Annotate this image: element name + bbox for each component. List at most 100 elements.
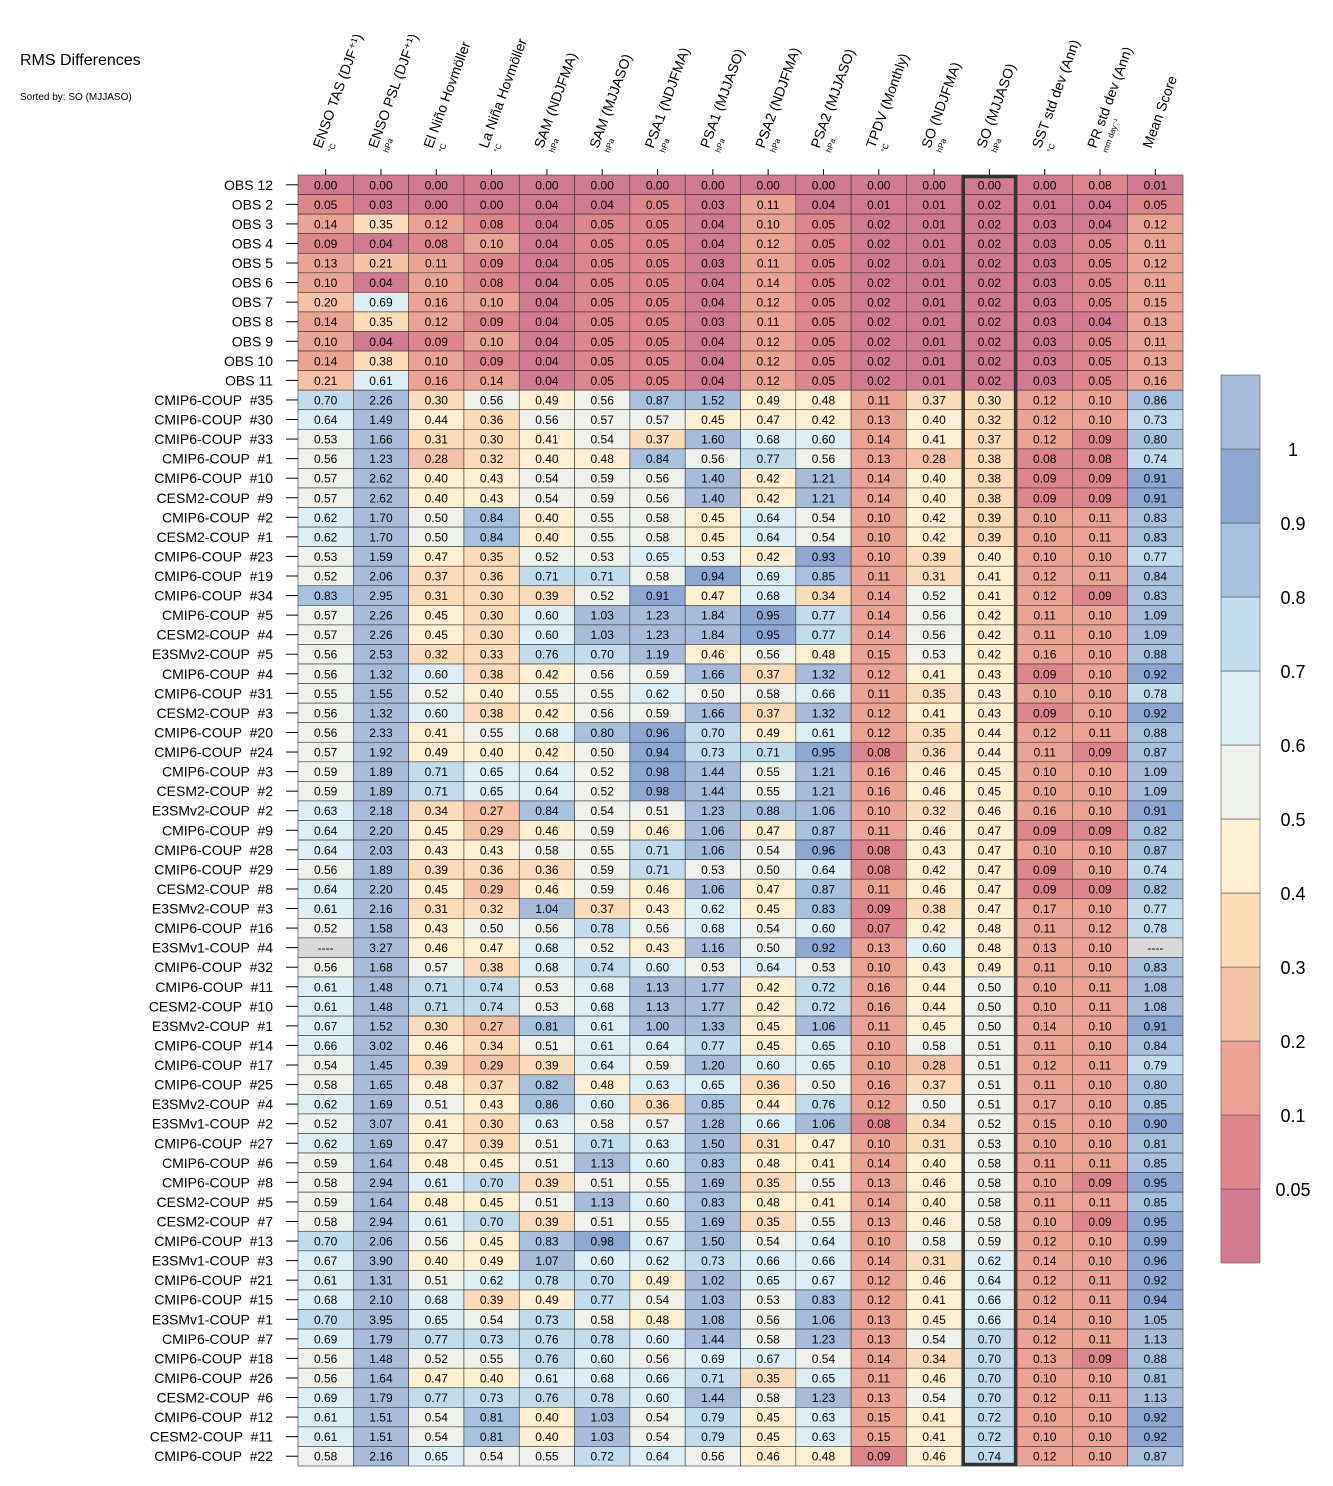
cell-value: 0.68 — [535, 941, 559, 955]
cell-value: 0.69 — [314, 1332, 338, 1346]
cell-value: 0.55 — [591, 687, 615, 701]
cell-value: 0.10 — [1088, 1450, 1112, 1464]
cell-value: 0.88 — [1144, 726, 1168, 740]
cell-value: 0.08 — [1033, 452, 1057, 466]
cell-value: 1.08 — [1144, 980, 1168, 994]
cell-value: 0.37 — [646, 433, 670, 447]
cell-value: 0.36 — [480, 569, 504, 583]
colorbar-tick-label: 0.5 — [1280, 810, 1305, 830]
cell-value: 0.47 — [425, 1371, 449, 1385]
column-header: La Niña Hovmöller°C — [475, 36, 530, 154]
row-label: OBS 8 — [232, 314, 273, 330]
cell-value: 0.11 — [1033, 1078, 1056, 1092]
cell-value: 0.03 — [1033, 374, 1057, 388]
cell-value: 0.51 — [591, 1215, 615, 1229]
cell-value: 0.83 — [1144, 530, 1168, 544]
cell-value: 0.49 — [756, 393, 780, 407]
cell-value: 0.14 — [867, 1156, 891, 1170]
cell-value: 0.51 — [535, 1039, 559, 1053]
cell-value: 0.17 — [1033, 902, 1057, 916]
cell-value: 0.41 — [922, 1293, 946, 1307]
cell-value: 0.58 — [314, 1450, 338, 1464]
cell-value: 0.09 — [1088, 472, 1112, 486]
cell-value: 0.10 — [425, 276, 449, 290]
column-name: SO (NDJFMA) — [918, 60, 964, 150]
cell-value: 0.56 — [922, 609, 946, 623]
cell-value: 0.58 — [591, 1313, 615, 1327]
cell-value: 0.35 — [369, 315, 393, 329]
cell-value: 0.58 — [756, 1332, 780, 1346]
row-label: CESM2-COUP #4 — [157, 627, 274, 643]
column-header: TPDV (Monthly)°C — [863, 51, 912, 154]
cell-value: 0.00 — [425, 178, 449, 192]
colorbar-tick-label: 0.9 — [1280, 514, 1305, 534]
cell-value: 2.62 — [369, 491, 393, 505]
cell-value: 0.00 — [369, 178, 393, 192]
cell-value: 0.62 — [646, 1254, 670, 1268]
cell-value: 0.12 — [1033, 1391, 1057, 1405]
cell-value: 0.68 — [591, 1000, 615, 1014]
cell-value: 0.04 — [369, 335, 393, 349]
cell-value: 0.35 — [756, 1371, 780, 1385]
cell-value: 0.54 — [756, 922, 780, 936]
cell-value: 0.58 — [756, 1391, 780, 1405]
cell-value: 0.11 — [1089, 1391, 1112, 1405]
cell-value: 0.01 — [922, 217, 946, 231]
cell-value: 0.48 — [756, 1195, 780, 1209]
cell-value: 0.31 — [425, 589, 449, 603]
column-unit: °C — [326, 142, 338, 154]
cell-value: 0.65 — [646, 550, 670, 564]
cell-value: 0.13 — [314, 257, 338, 271]
cell-value: 0.66 — [314, 1039, 338, 1053]
cell-value: 0.64 — [591, 1059, 615, 1073]
cell-value: 1.06 — [701, 882, 725, 896]
cell-value: 0.55 — [535, 687, 559, 701]
cell-value: 0.57 — [314, 628, 338, 642]
cell-value: 0.05 — [646, 276, 670, 290]
column-unit: °C — [437, 142, 449, 154]
cell-value: 0.11 — [1089, 1156, 1112, 1170]
cell-value: 0.02 — [867, 237, 891, 251]
cell-value: 0.58 — [922, 1039, 946, 1053]
cell-value: 0.67 — [756, 1352, 780, 1366]
cell-value: 2.06 — [369, 569, 393, 583]
cell-value: 0.70 — [978, 1352, 1002, 1366]
cell-value: 0.12 — [1033, 1235, 1057, 1249]
cell-value: 1.13 — [1144, 1391, 1168, 1405]
cell-value: 0.43 — [978, 687, 1002, 701]
cell-value: 1.79 — [369, 1391, 393, 1405]
cell-value: 0.70 — [314, 393, 338, 407]
colorbar-segment — [1220, 670, 1261, 746]
cell-value: 0.40 — [425, 472, 449, 486]
cell-value: 0.65 — [425, 1450, 449, 1464]
cell-value: 0.04 — [701, 354, 725, 368]
cell-value: 0.49 — [756, 726, 780, 740]
cell-value: 0.37 — [425, 569, 449, 583]
cell-value: 0.62 — [314, 1098, 338, 1112]
row-label: CMIP6-COUP #8 — [162, 1174, 273, 1190]
cell-value: 0.66 — [812, 1254, 836, 1268]
cell-value: 0.68 — [756, 433, 780, 447]
column-name: PSA1 (NDJFMA) — [641, 45, 692, 150]
cell-value: 0.77 — [425, 1391, 449, 1405]
cell-value: 0.30 — [978, 393, 1002, 407]
cell-value: 0.45 — [480, 1235, 504, 1249]
cell-value: 0.47 — [756, 413, 780, 427]
cell-value: 0.55 — [756, 785, 780, 799]
cell-value: 0.64 — [314, 824, 338, 838]
cell-value: 0.77 — [756, 452, 780, 466]
cell-value: 0.10 — [867, 1039, 891, 1053]
cell-value: 0.83 — [1144, 961, 1168, 975]
cell-value: 0.91 — [1144, 472, 1168, 486]
cell-value: 1.03 — [591, 628, 615, 642]
cell-value: 0.10 — [1088, 1313, 1112, 1327]
cell-value: 0.47 — [756, 882, 780, 896]
cell-value: 0.82 — [535, 1078, 559, 1092]
cell-value: 1.65 — [369, 1078, 393, 1092]
cell-value: 0.40 — [535, 530, 559, 544]
cell-value: 0.09 — [480, 354, 504, 368]
cell-value: 0.58 — [978, 1176, 1002, 1190]
cell-value: 0.33 — [480, 648, 504, 662]
cell-value: 0.51 — [535, 1137, 559, 1151]
cell-value: 1.19 — [646, 648, 670, 662]
